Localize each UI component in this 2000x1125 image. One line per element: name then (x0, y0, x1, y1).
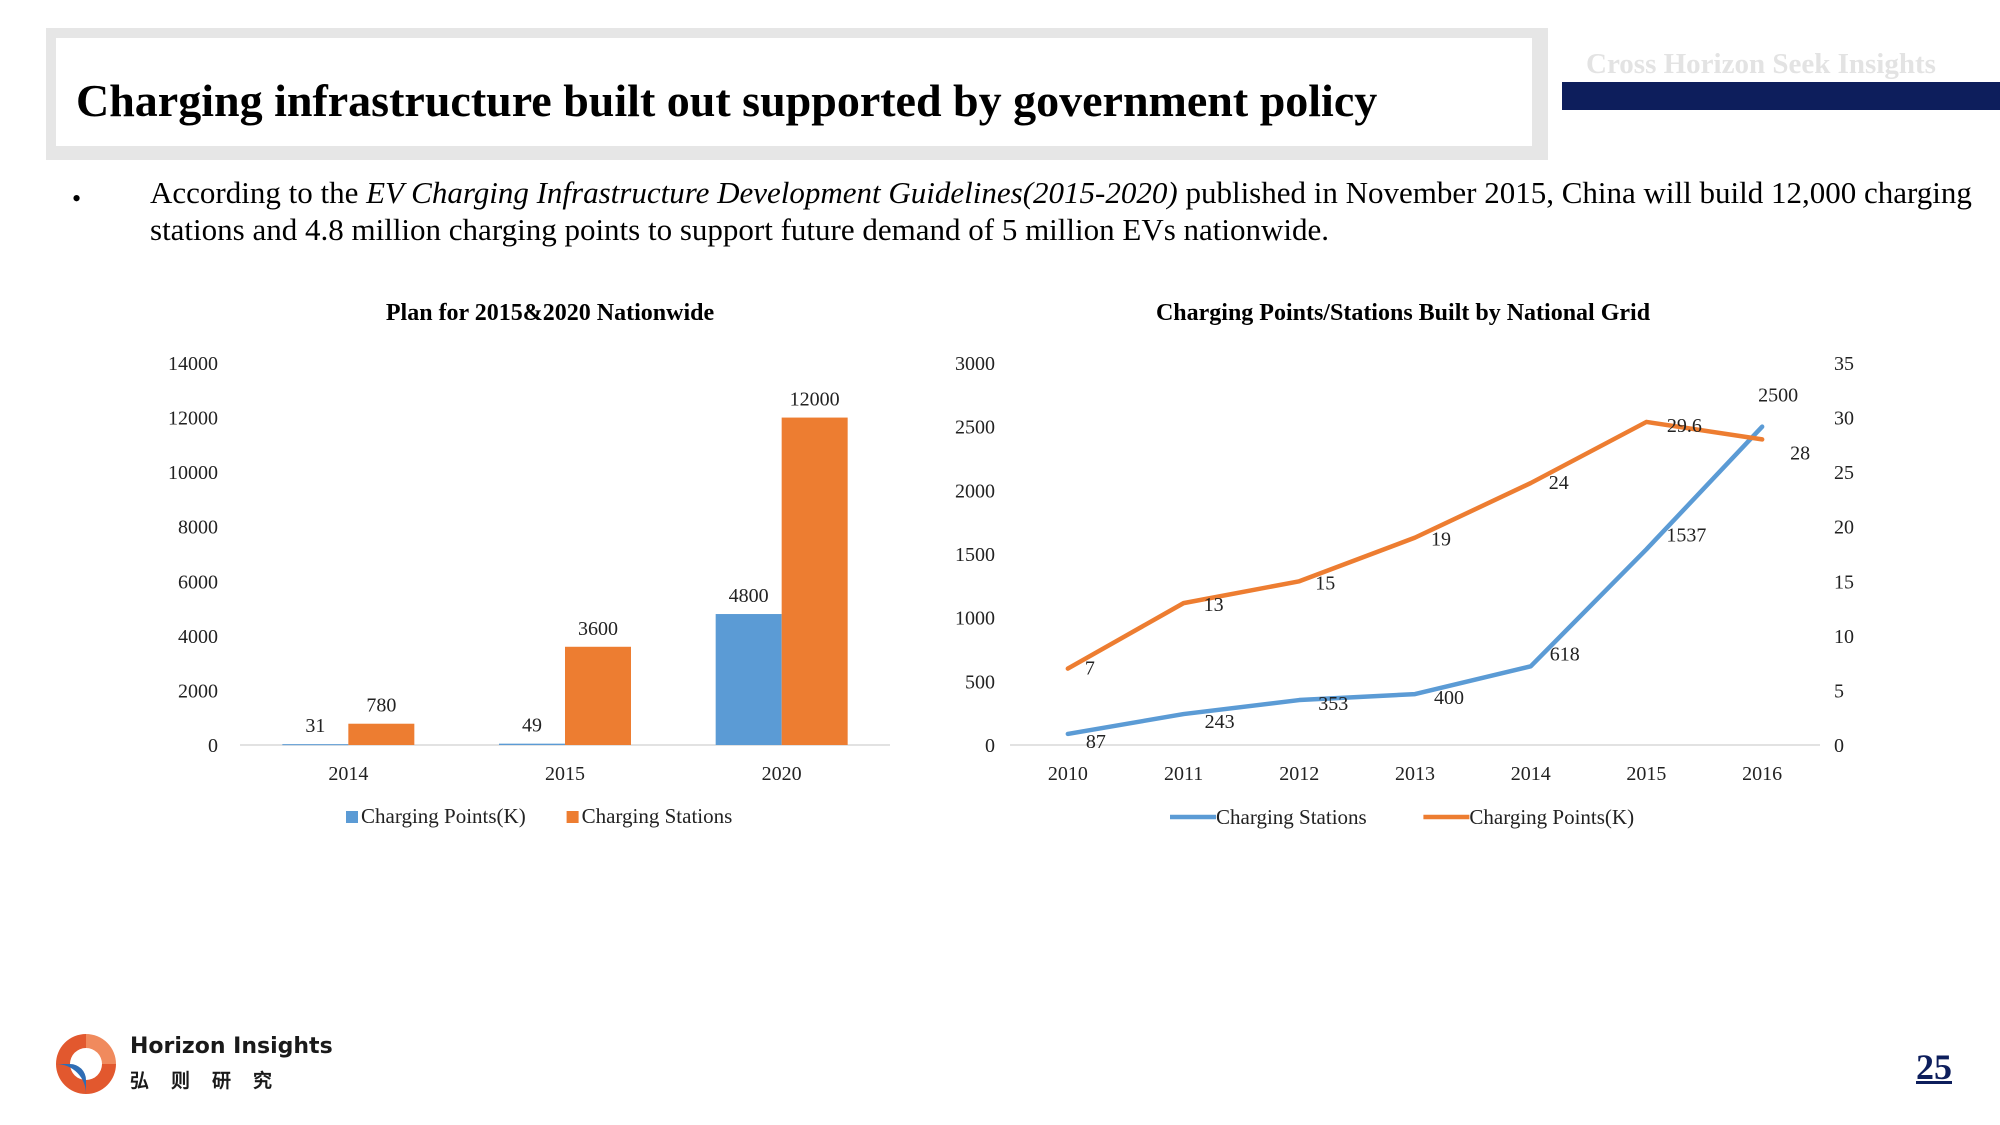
bullet-text-start: According to the (150, 175, 367, 210)
y-tick-label: 12000 (168, 408, 218, 430)
chart-title: Charging Points/Stations Built by Nation… (1156, 300, 1651, 326)
x-tick-label: 2013 (1395, 763, 1435, 785)
data-label: 15 (1315, 572, 1335, 594)
y-right-tick-label: 25 (1834, 462, 1854, 484)
data-label: 1537 (1666, 524, 1706, 546)
legend-label: Charging Stations (582, 804, 733, 828)
x-tick-label: 2014 (1511, 763, 1551, 785)
y-right-tick-label: 5 (1834, 680, 1844, 702)
y-tick-label: 14000 (168, 353, 218, 375)
bullet-paragraph: According to the EV Charging Infrastruct… (150, 174, 1980, 248)
bar-charging-stations (348, 723, 415, 745)
data-label: 24 (1549, 472, 1569, 494)
bar-chart-plan: Plan for 2015&2020 Nationwide 0 2000 4000 60… (168, 300, 890, 828)
y-right-tick-label: 15 (1834, 571, 1854, 593)
data-label: 49 (522, 715, 542, 737)
x-tick-label: 2015 (1626, 763, 1666, 785)
bullet-marker: • (72, 184, 82, 213)
data-label: 243 (1205, 711, 1235, 733)
data-label: 400 (1434, 687, 1464, 709)
data-label: 19 (1431, 529, 1451, 551)
y-tick-label: 10000 (168, 462, 218, 484)
legend-label: Charging Points(K) (361, 804, 526, 828)
header-accent-bar (1562, 82, 2000, 110)
line-chart-national-grid: Charging Points/Stations Built by Nation… (955, 300, 1854, 829)
legend-label: Charging Stations (1216, 805, 1367, 829)
bar-charging-stations (565, 646, 631, 745)
data-label: 4800 (729, 585, 769, 607)
data-label: 13 (1204, 594, 1224, 616)
tagline: Cross Horizon Seek Insights (1586, 48, 1936, 80)
data-label: 7 (1085, 658, 1095, 680)
y-right-tick-label: 10 (1834, 626, 1854, 648)
x-tick-label: 2016 (1742, 763, 1782, 785)
x-tick-label: 2020 (762, 763, 802, 785)
y-left-tick-label: 0 (985, 735, 995, 757)
data-label: 28 (1790, 442, 1810, 464)
x-tick-label: 2010 (1048, 763, 1088, 785)
y-left-tick-label: 3000 (955, 353, 995, 375)
data-label: 2500 (1758, 385, 1798, 407)
logo-name: Horizon Insights (130, 1034, 333, 1059)
data-label: 87 (1086, 731, 1106, 753)
page-number: 25 (1916, 1047, 1952, 1087)
bar-charging-points (499, 743, 565, 745)
bullet-text-end: published in November 2015, China will b… (150, 175, 1972, 247)
bar-charging-points (282, 744, 349, 746)
y-left-tick-label: 2500 (955, 417, 995, 439)
y-right-tick-label: 35 (1834, 353, 1854, 375)
data-label: 618 (1550, 643, 1580, 665)
y-right-tick-label: 30 (1834, 408, 1854, 430)
y-left-tick-label: 1500 (955, 544, 995, 566)
y-tick-label: 6000 (178, 571, 218, 593)
x-tick-label: 2011 (1164, 763, 1203, 785)
logo-mark-icon (56, 1034, 116, 1094)
data-label: 353 (1318, 693, 1348, 715)
bar-charging-stations (781, 417, 848, 745)
y-right-tick-label: 0 (1834, 735, 1844, 757)
legend-swatch (346, 811, 358, 823)
logo-chinese-name: 弘则研究 (130, 1070, 295, 1092)
y-left-tick-label: 500 (965, 671, 995, 693)
y-left-tick-label: 1000 (955, 608, 995, 630)
line-charging-stations (1065, 424, 1765, 737)
data-label: 29.6 (1667, 415, 1702, 437)
title-panel: Charging infrastructure built out suppor… (46, 28, 1548, 160)
x-tick-label: 2012 (1279, 763, 1319, 785)
slide-title: Charging infrastructure built out suppor… (76, 75, 1378, 126)
title-panel-inner: Charging infrastructure built out suppor… (56, 38, 1532, 146)
bar-charging-points (715, 614, 782, 745)
data-label: 12000 (790, 389, 840, 411)
guideline-title: EV Charging Infrastructure Development G… (366, 175, 1178, 210)
y-left-tick-label: 2000 (955, 480, 995, 502)
chart-title: Plan for 2015&2020 Nationwide (386, 300, 715, 326)
y-tick-label: 8000 (178, 517, 218, 539)
legend-swatch (566, 811, 579, 823)
y-right-tick-label: 20 (1834, 517, 1854, 539)
legend-label: Charging Points(K) (1469, 805, 1634, 829)
y-tick-label: 2000 (178, 680, 218, 702)
x-tick-label: 2015 (545, 763, 585, 785)
data-label: 780 (366, 695, 396, 717)
data-label: 31 (305, 715, 325, 737)
y-tick-label: 0 (208, 735, 218, 757)
line-charging-points (1065, 419, 1765, 671)
data-label: 3600 (578, 618, 618, 640)
company-logo: Horizon Insights 弘则研究 (46, 1024, 333, 1104)
x-tick-label: 2014 (328, 763, 368, 785)
y-tick-label: 4000 (178, 626, 218, 648)
